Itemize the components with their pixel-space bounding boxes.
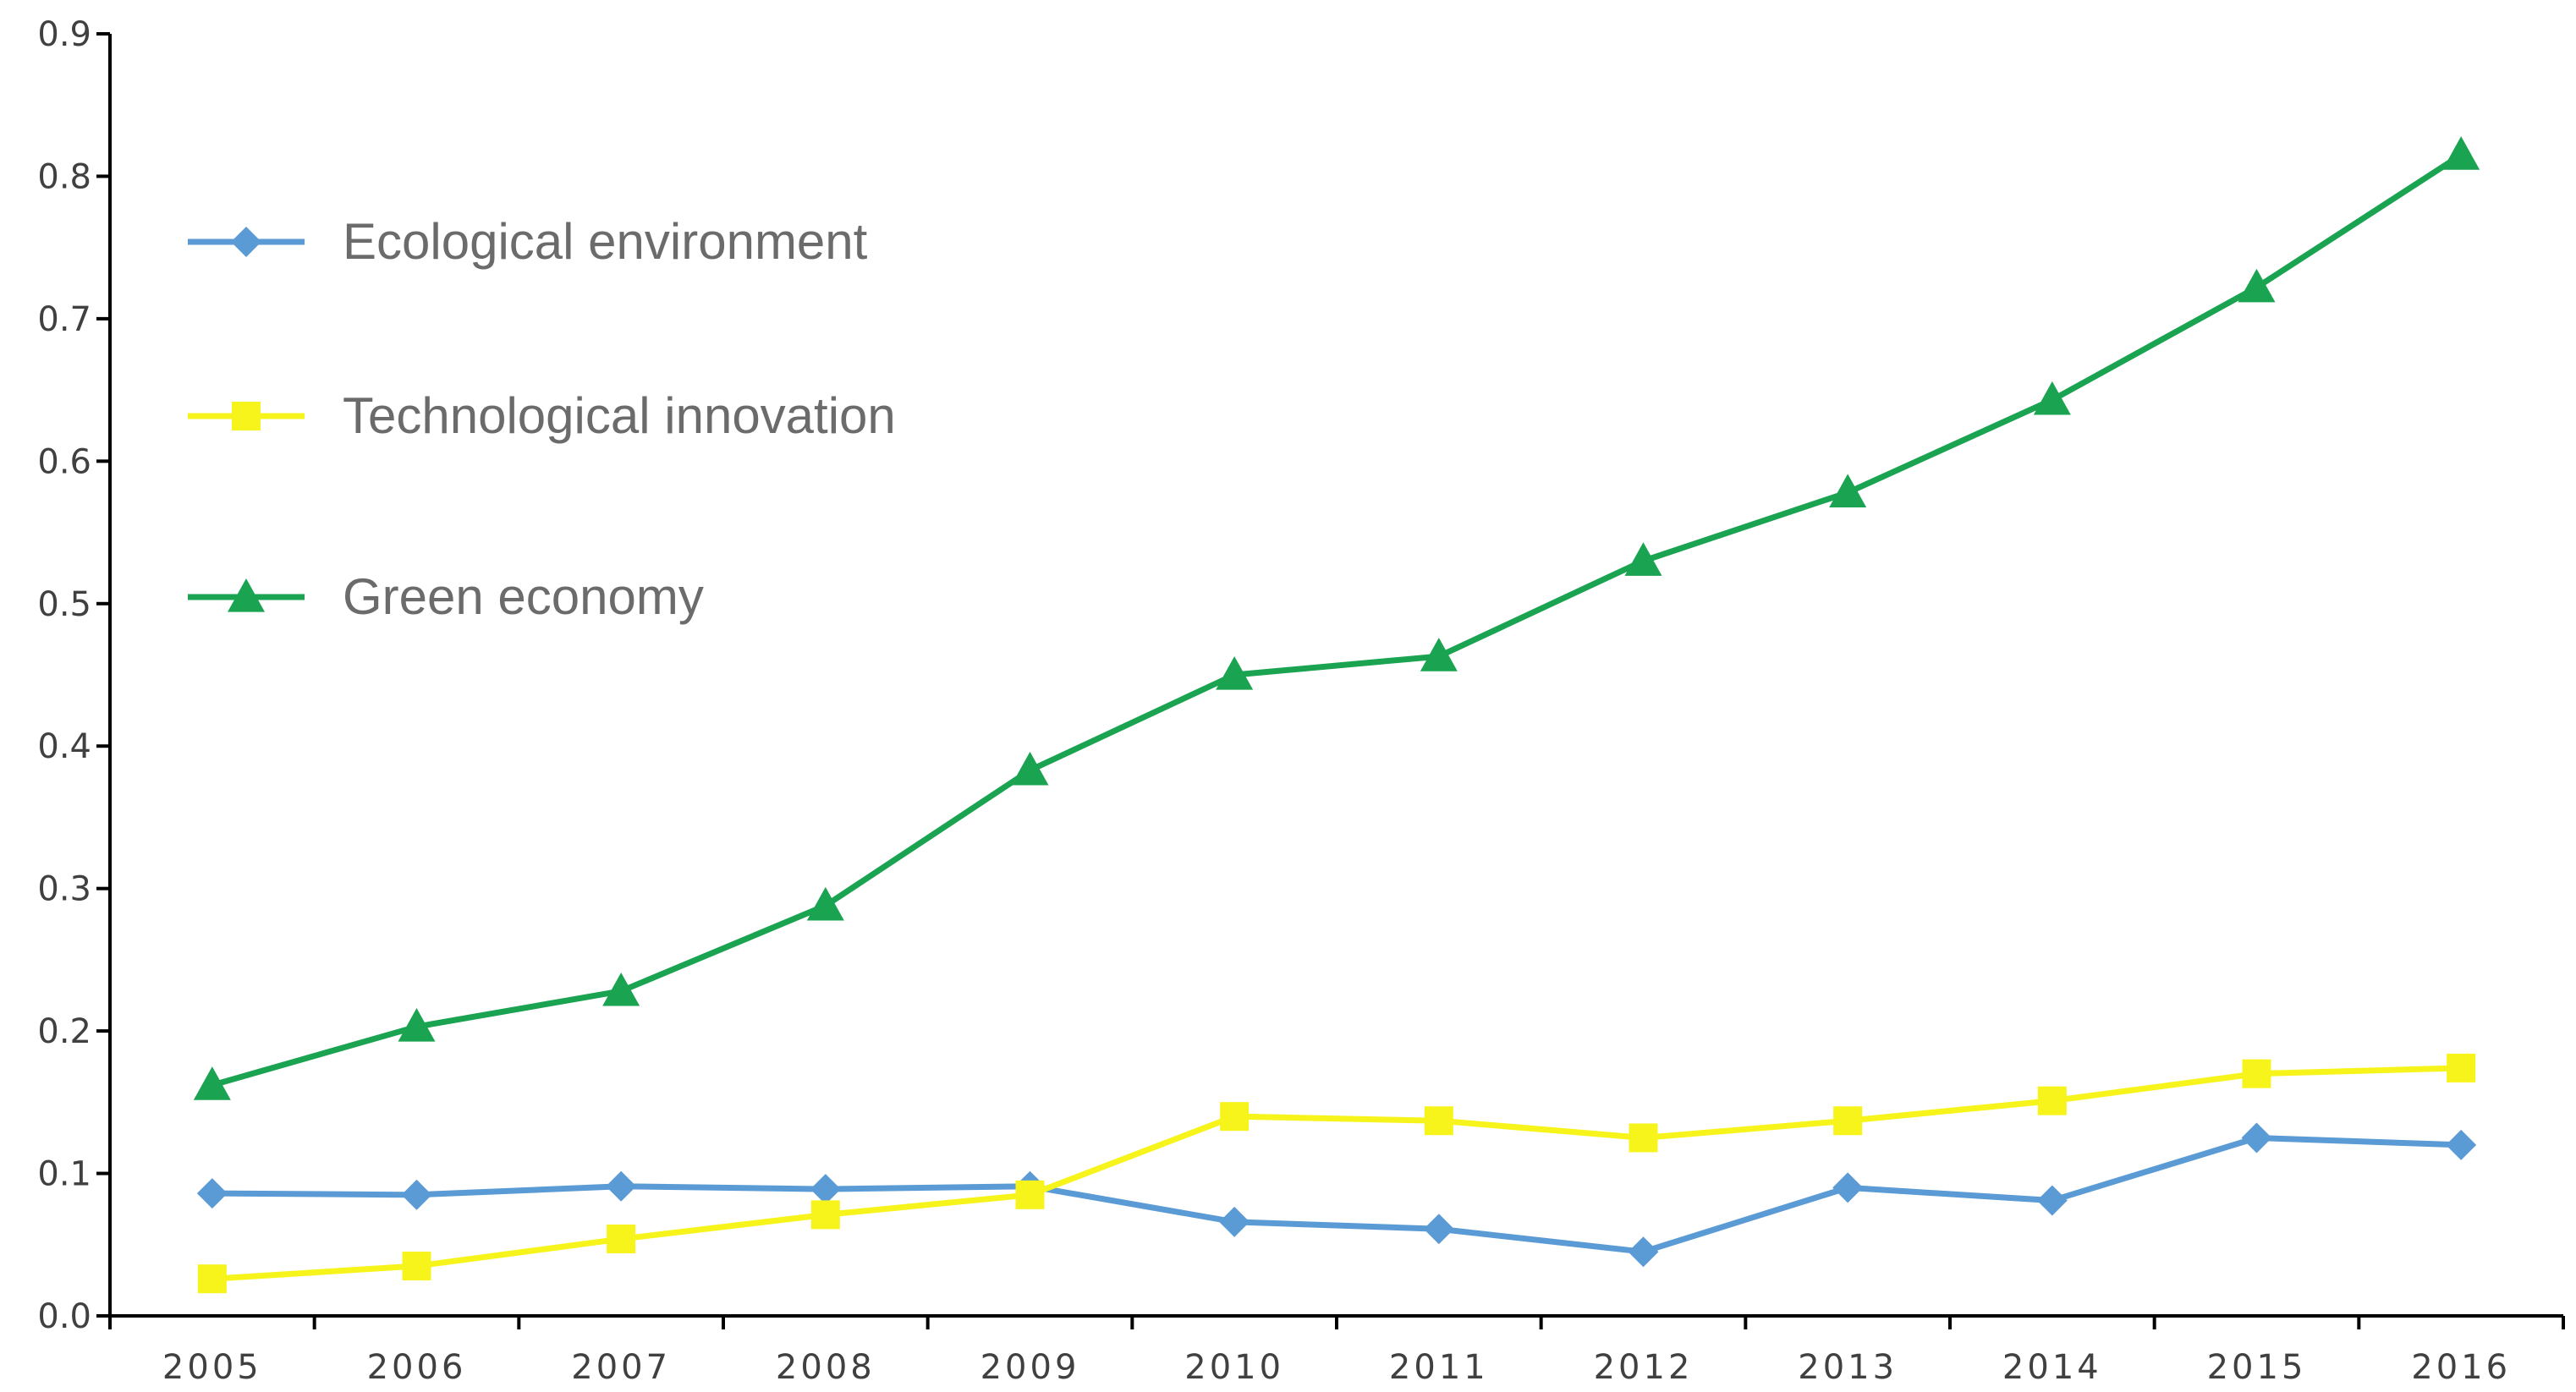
- data-point-green-economy: [2442, 136, 2480, 170]
- data-point-green-economy: [2238, 268, 2276, 303]
- series-line-technological-innovation: [211, 1065, 2462, 1282]
- y-tick-label: 0.3: [37, 870, 91, 909]
- data-point-green-economy: [1420, 638, 1458, 671]
- data-point-ecological-environment: [2241, 1122, 2272, 1154]
- data-point-green-economy: [1216, 656, 1254, 690]
- y-tick-label: 0.1: [37, 1155, 91, 1194]
- legend-item-ecological-environment: Ecological environment: [188, 213, 868, 270]
- x-tick-label: 2011: [1389, 1348, 1489, 1387]
- legend-label: Ecological environment: [343, 213, 868, 270]
- y-tick-label: 0.5: [37, 585, 91, 624]
- legend: Ecological environment Technological inno…: [188, 213, 896, 625]
- data-point-green-economy: [398, 1008, 436, 1042]
- data-point-technological-innovation: [1015, 1180, 1045, 1209]
- y-axis-ticks: 0.0 0.1 0.2 0.3 0.4 0.5 0.6 0.7 0.8 0.9: [37, 15, 110, 1336]
- legend-marker: [228, 578, 265, 612]
- data-point-technological-innovation: [2447, 1053, 2476, 1082]
- x-tick-label: 2007: [571, 1348, 671, 1387]
- legend-label: Green economy: [343, 568, 704, 625]
- series-line-ecological-environment: [211, 1134, 2462, 1255]
- data-point-ecological-environment: [2446, 1129, 2477, 1160]
- data-point-ecological-environment: [196, 1178, 228, 1209]
- y-tick-label: 0.9: [37, 15, 91, 54]
- data-point-green-economy: [806, 886, 844, 921]
- data-point-ecological-environment: [606, 1170, 637, 1202]
- x-tick-label: 2014: [2002, 1348, 2102, 1387]
- series-green-economy: [193, 136, 2480, 1100]
- data-point-technological-innovation: [1629, 1123, 1658, 1153]
- x-tick-label: 2005: [162, 1348, 262, 1387]
- data-point-technological-innovation: [1220, 1102, 1250, 1132]
- y-tick-label: 0.2: [37, 1012, 91, 1051]
- data-point-green-economy: [2033, 381, 2071, 415]
- data-point-ecological-environment: [401, 1179, 432, 1210]
- data-point-technological-innovation: [607, 1225, 636, 1254]
- data-point-technological-innovation: [1424, 1106, 1453, 1136]
- data-point-technological-innovation: [2242, 1059, 2271, 1088]
- legend-marker: [231, 227, 261, 257]
- data-point-ecological-environment: [2036, 1185, 2068, 1216]
- x-tick-label: 2010: [1184, 1348, 1284, 1387]
- y-tick-label: 0.8: [37, 157, 91, 196]
- x-tick-label: 2013: [1798, 1348, 1898, 1387]
- legend-label: Technological innovation: [343, 387, 896, 444]
- y-tick-label: 0.6: [37, 442, 91, 481]
- y-tick-label: 0.4: [37, 727, 91, 766]
- data-point-ecological-environment: [810, 1174, 841, 1205]
- x-tick-label: 2012: [1594, 1348, 1694, 1387]
- data-point-ecological-environment: [1628, 1236, 1659, 1268]
- legend-item-green-economy: Green economy: [188, 568, 704, 625]
- legend-marker: [232, 402, 261, 430]
- series-ecological-environment: [196, 1122, 2477, 1268]
- y-tick-label: 0.7: [37, 300, 91, 339]
- series-layer: [193, 136, 2480, 1294]
- y-tick-label: 0.0: [37, 1297, 91, 1336]
- x-axis-ticks: 2005 2006 2007 2008 2009 2010 2011 2012 2013 2014…: [108, 1316, 2565, 1387]
- data-point-technological-innovation: [402, 1252, 431, 1281]
- data-point-green-economy: [193, 1066, 231, 1100]
- data-point-green-economy: [1624, 542, 1662, 576]
- data-point-ecological-environment: [1423, 1214, 1454, 1245]
- x-tick-label: 2008: [776, 1348, 876, 1387]
- data-point-green-economy: [1829, 474, 1867, 507]
- x-tick-label: 2015: [2207, 1348, 2307, 1387]
- data-point-green-economy: [602, 972, 640, 1006]
- data-point-ecological-environment: [1832, 1172, 1864, 1203]
- x-tick-label: 2009: [980, 1348, 1080, 1387]
- legend-item-technological-innovation: Technological innovation: [188, 387, 896, 444]
- data-point-technological-innovation: [1833, 1106, 1863, 1136]
- series-technological-innovation: [197, 1053, 2476, 1294]
- data-point-technological-innovation: [810, 1200, 840, 1230]
- data-point-green-economy: [1011, 751, 1049, 786]
- x-tick-label: 2016: [2411, 1348, 2511, 1387]
- data-point-technological-innovation: [2037, 1086, 2067, 1115]
- x-tick-label: 2006: [367, 1348, 467, 1387]
- data-point-ecological-environment: [1219, 1206, 1250, 1237]
- series-line-green-economy: [211, 152, 2463, 1088]
- data-point-technological-innovation: [197, 1264, 227, 1294]
